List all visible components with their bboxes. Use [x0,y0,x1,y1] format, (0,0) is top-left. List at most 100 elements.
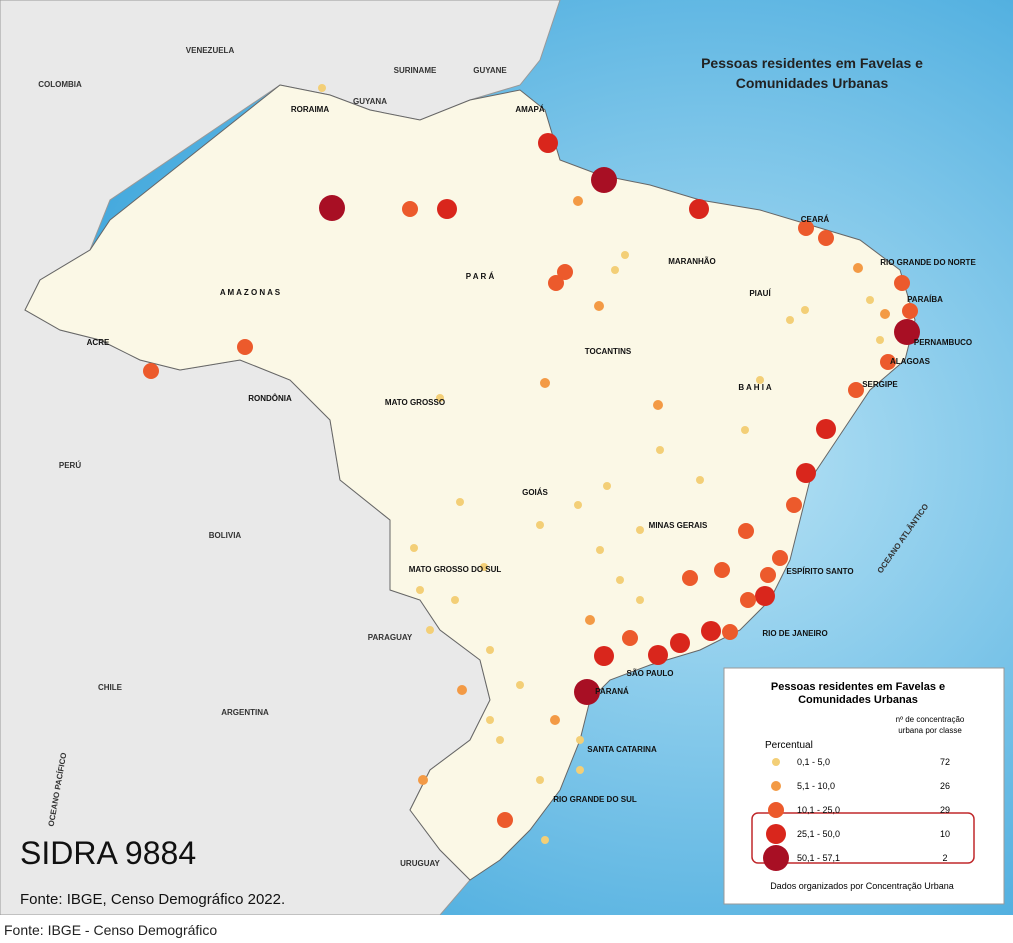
legend-swatch [771,781,781,791]
city-dot [738,523,754,539]
place-label: B A H I A [738,383,772,392]
caption: Fonte: IBGE - Censo Demográfico [4,922,217,938]
city-dot [410,544,418,552]
city-dot [616,576,624,584]
city-dot [591,167,617,193]
city-dot [696,476,704,484]
place-label: TOCANTINS [585,347,632,356]
place-label: GUYANE [473,66,507,75]
city-dot [880,309,890,319]
legend-swatch [766,824,786,844]
city-dot [576,766,584,774]
place-label: SANTA CATARINA [587,745,657,754]
place-label: ESPÍRITO SANTO [786,567,853,576]
city-dot [722,624,738,640]
city-dot [701,621,721,641]
place-label: MATO GROSSO [385,398,445,407]
city-dot [541,836,549,844]
city-dot [603,482,611,490]
city-dot [574,679,600,705]
city-dot [557,264,573,280]
city-dot [741,426,749,434]
legend-range: 10,1 - 25,0 [797,805,840,815]
city-dot [760,567,776,583]
legend-note: Dados organizados por Concentração Urban… [770,881,954,891]
place-label: ARGENTINA [221,708,269,717]
city-dot [866,296,874,304]
city-dot [894,319,920,345]
place-label: PARAÍBA [907,295,943,304]
place-label: SERGIPE [862,380,898,389]
place-label: CHILE [98,683,123,692]
city-dot [740,592,756,608]
city-dot [848,382,864,398]
watermark: SIDRA 9884 [20,835,196,871]
place-label: RIO DE JANEIRO [762,629,827,638]
legend-swatch [768,802,784,818]
legend: Pessoas residentes em Favelas e Comunida… [723,667,1005,905]
city-dot [437,199,457,219]
place-label: A M A Z O N A S [220,288,281,297]
legend-range: 25,1 - 50,0 [797,829,840,839]
city-dot [894,275,910,291]
city-dot [516,681,524,689]
city-dot [636,526,644,534]
city-dot [853,263,863,273]
city-dot [786,497,802,513]
city-dot [497,812,513,828]
place-label: PERNAMBUCO [914,338,972,347]
place-label: PERÚ [59,461,81,470]
place-label: GOIÁS [522,488,548,497]
legend-count-header: urbana por classe [898,726,962,735]
place-label: PARANÁ [595,687,629,696]
city-dot [656,446,664,454]
place-label: COLOMBIA [38,80,82,89]
city-dot [756,376,764,384]
city-dot [880,354,896,370]
legend-title: Pessoas residentes em Favelas e [771,681,945,693]
city-dot [818,230,834,246]
city-dot [418,775,428,785]
legend-swatch [772,758,780,766]
city-dot [451,596,459,604]
city-dot [786,316,794,324]
city-dot [594,301,604,311]
place-label: VENEZUELA [186,46,235,55]
place-label: RONDÔNIA [248,394,292,403]
city-dot [486,646,494,654]
place-label: RORAIMA [291,105,329,114]
highlight [751,812,975,864]
city-dot [682,570,698,586]
legend-count: 29 [940,805,950,815]
legend-count: 72 [940,757,950,767]
legend-count: 2 [942,853,947,863]
city-dot [456,498,464,506]
city-dot [670,633,690,653]
city-dot [548,275,564,291]
city-dot [550,715,560,725]
place-label: ACRE [87,338,110,347]
place-label: MINAS GERAIS [649,521,708,530]
city-dot [436,394,444,402]
legend-swatch [763,845,789,871]
city-dot [402,201,418,217]
place-label: AMAPÁ [515,105,545,114]
place-label: ALAGOAS [890,357,931,366]
place-label: PARAGUAY [368,633,413,642]
city-dot [636,596,644,604]
city-dot [648,645,668,665]
city-dot [426,626,434,634]
city-dot [536,521,544,529]
city-dot [416,586,424,594]
city-dot [319,195,345,221]
map-source: Fonte: IBGE, Censo Demográfico 2022. [20,891,285,908]
caption-bg [0,915,1013,943]
city-dot [538,133,558,153]
place-label: SURINAME [394,66,437,75]
legend-count-header: nº de concentração [896,715,965,724]
city-dot [574,501,582,509]
city-dot [689,199,709,219]
city-dot [585,615,595,625]
city-dot [653,400,663,410]
